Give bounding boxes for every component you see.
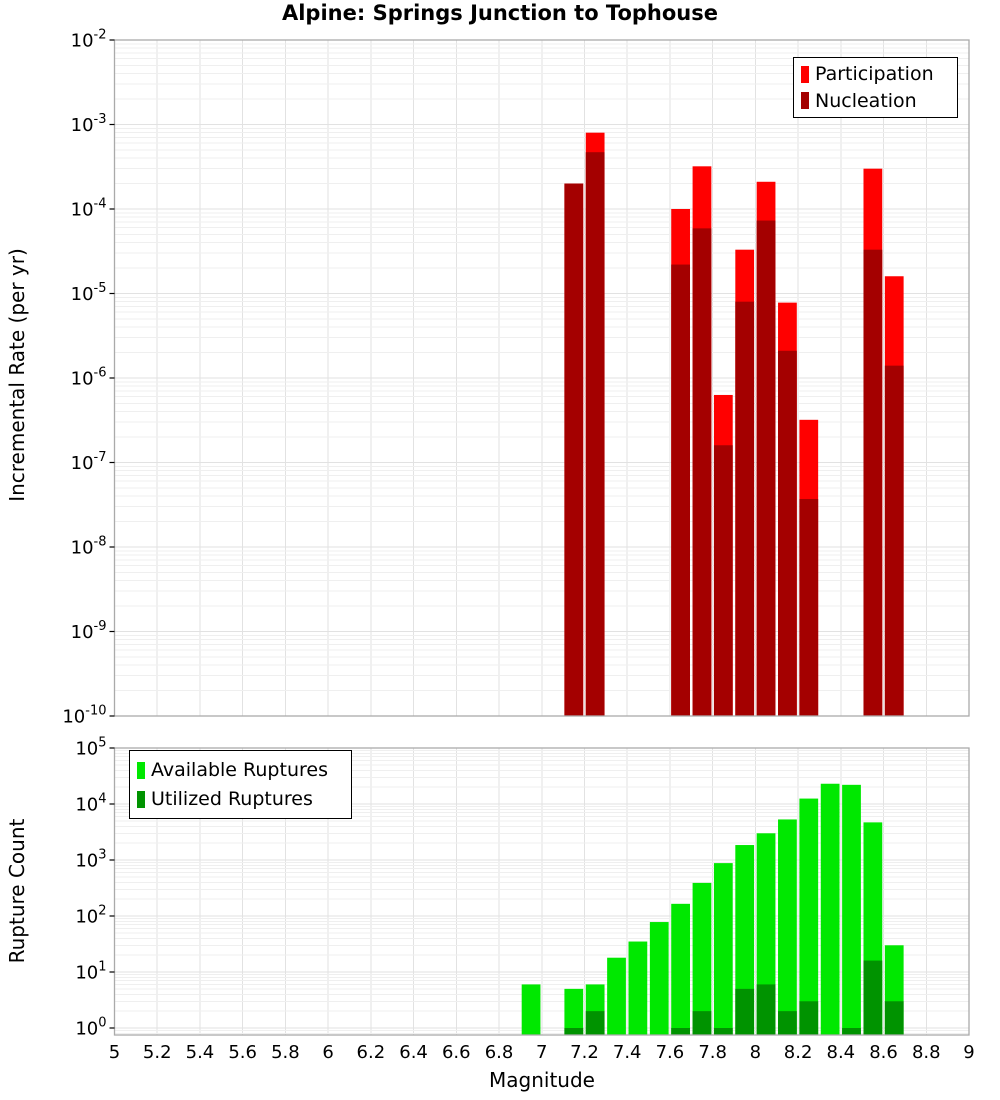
bar-utilized-7.95 <box>735 988 755 1035</box>
bar-utilized-8.45 <box>842 1028 861 1035</box>
rate-legend: Participation Nucleation <box>793 57 958 118</box>
plot-border <box>113 747 970 1036</box>
bar-nucleation-7.25 <box>585 152 605 716</box>
participation-swatch-icon <box>801 65 809 83</box>
bar-available-7.35 <box>607 957 626 1035</box>
x-tick-label: 6.6 <box>442 1042 471 1063</box>
bar-nucleation-8.65 <box>884 365 904 716</box>
x-tick-label: 5.8 <box>271 1042 300 1063</box>
x-tick-label: 5 <box>109 1042 120 1063</box>
bar-available-7.95 <box>735 845 755 1035</box>
bar-available-7.45 <box>628 941 648 1035</box>
bar-nucleation-8.15 <box>778 350 797 716</box>
bar-available-6.95 <box>521 984 541 1035</box>
bar-available-7.85 <box>713 863 733 1035</box>
y-tick-label: 10-6 <box>71 366 107 390</box>
chart-title: Alpine: Springs Junction to Tophouse <box>281 1 719 25</box>
bar-utilized-8.05 <box>756 984 776 1035</box>
x-tick-label: 9 <box>963 1042 974 1063</box>
bar-nucleation-7.95 <box>735 301 755 716</box>
bar-available-8.15 <box>778 819 797 1035</box>
bar-utilized-8.25 <box>799 1001 819 1035</box>
x-tick-label: 7.4 <box>613 1042 642 1063</box>
y-tick-label: 100 <box>75 1016 106 1040</box>
bar-nucleation-8.55 <box>863 249 883 716</box>
y-tick-label: 10-2 <box>71 28 107 52</box>
x-tick-label: 7 <box>536 1042 547 1063</box>
y-tick-label: 10-7 <box>71 450 107 474</box>
legend-label: Participation <box>815 63 934 86</box>
x-axis-label: Magnitude <box>489 1068 595 1092</box>
bar-utilized-7.65 <box>671 1028 690 1035</box>
x-tick-label: 6.4 <box>399 1042 428 1063</box>
y-tick-label: 10-3 <box>71 112 107 136</box>
x-tick-label: 7.8 <box>698 1042 727 1063</box>
bar-utilized-7.85 <box>713 1028 733 1035</box>
x-tick-label: 5.6 <box>228 1042 257 1063</box>
y-axis-label-rate: Incremental Rate (per yr) <box>5 248 29 502</box>
x-tick-label: 8.4 <box>827 1042 856 1063</box>
bar-available-7.15 <box>564 988 584 1035</box>
bar-utilized-8.65 <box>884 1001 904 1035</box>
bar-utilized-8.55 <box>863 960 883 1035</box>
bar-available-8.25 <box>799 798 819 1035</box>
bar-available-7.75 <box>692 882 712 1035</box>
bar-utilized-7.75 <box>692 1011 712 1035</box>
bar-available-8.45 <box>842 784 861 1035</box>
x-tick-label: 6.8 <box>485 1042 514 1063</box>
x-tick-label: 8.2 <box>784 1042 813 1063</box>
bar-nucleation-7.65 <box>671 264 690 716</box>
bar-available-7.65 <box>671 903 690 1035</box>
bar-utilized-7.25 <box>585 1011 605 1035</box>
legend-label: Nucleation <box>815 89 917 112</box>
bar-nucleation-8.25 <box>799 498 819 716</box>
x-tick-label: 7.2 <box>570 1042 599 1063</box>
bar-utilized-8.15 <box>778 1011 797 1035</box>
bar-nucleation-7.85 <box>713 445 733 716</box>
utilized-swatch-icon <box>137 790 145 808</box>
count-legend: Available Ruptures Utilized Ruptures <box>129 750 352 819</box>
y-tick-label: 10-4 <box>71 197 107 221</box>
bar-nucleation-7.75 <box>692 228 712 716</box>
x-tick-label: 7.6 <box>656 1042 685 1063</box>
y-tick-label: 102 <box>75 904 106 928</box>
bar-available-7.55 <box>649 922 669 1035</box>
y-tick-label: 104 <box>75 792 106 816</box>
x-tick-label: 8.6 <box>869 1042 898 1063</box>
legend-item-available: Available Ruptures <box>137 756 343 785</box>
y-tick-label: 10-10 <box>62 704 106 728</box>
legend-item-nucleation: Nucleation <box>801 88 949 115</box>
bar-nucleation-7.15 <box>564 183 584 716</box>
y-tick-label: 10-8 <box>71 535 107 559</box>
x-tick-label: 5.4 <box>186 1042 215 1063</box>
x-tick-label: 8 <box>750 1042 761 1063</box>
available-swatch-icon <box>137 761 145 779</box>
x-tick-label: 6 <box>322 1042 333 1063</box>
bar-available-8.35 <box>820 783 840 1035</box>
y-tick-label: 103 <box>75 848 106 872</box>
y-tick-label: 10-5 <box>71 281 107 305</box>
legend-label: Utilized Ruptures <box>151 788 313 810</box>
y-tick-label: 10-9 <box>71 619 107 643</box>
x-tick-label: 8.8 <box>912 1042 941 1063</box>
y-axis-label-count: Rupture Count <box>5 818 29 964</box>
x-tick-label: 5.2 <box>143 1042 172 1063</box>
incremental-rate-plot: 10-2 10-3 10-4 10-5 10-6 10-7 10-8 10-9 10-10 <box>62 28 970 728</box>
x-tick-label: 6.2 <box>357 1042 386 1063</box>
legend-item-utilized: Utilized Ruptures <box>137 785 343 814</box>
bar-utilized-7.15 <box>564 1028 584 1035</box>
legend-label: Available Ruptures <box>151 759 328 781</box>
y-tick-label: 101 <box>75 960 106 984</box>
nucleation-swatch-icon <box>801 92 809 110</box>
legend-item-participation: Participation <box>801 61 949 88</box>
y-tick-label: 105 <box>75 736 106 760</box>
bar-nucleation-8.05 <box>756 220 776 716</box>
